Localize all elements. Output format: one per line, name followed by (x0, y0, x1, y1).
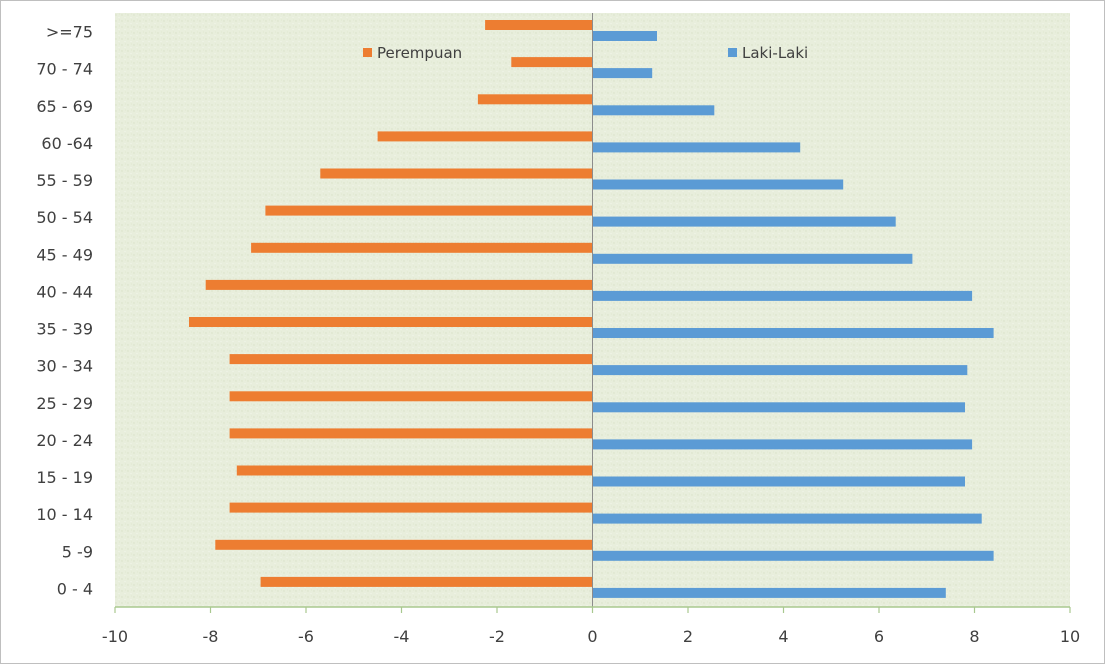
bar-laki-laki-8 (592, 290, 973, 301)
legend-label-laki-laki: Laki-Laki (742, 44, 808, 62)
y-tick-label: 20 - 24 (36, 431, 93, 450)
bar-perempuan-9 (251, 242, 593, 253)
bar-perempuan-5 (229, 391, 593, 402)
y-tick-label: 60 -64 (41, 134, 93, 153)
bar-perempuan-2 (229, 502, 593, 513)
y-tick-label: 25 - 29 (36, 394, 93, 413)
x-tick-label: -10 (102, 627, 128, 646)
legend-label-perempuan: Perempuan (377, 44, 462, 62)
bar-perempuan-11 (320, 168, 593, 179)
x-tick-label: 2 (683, 627, 693, 646)
x-tick-label: -8 (203, 627, 219, 646)
bar-laki-laki-0 (592, 587, 946, 598)
x-tick-label: 4 (778, 627, 788, 646)
y-tick-label: 65 - 69 (36, 97, 93, 116)
y-tick-label: 30 - 34 (36, 357, 93, 376)
bar-perempuan-6 (229, 354, 593, 365)
y-tick-label: 0 - 4 (57, 579, 93, 598)
y-tick-label: >=75 (46, 23, 93, 42)
y-tick-label: 40 - 44 (36, 282, 93, 301)
bar-perempuan-4 (229, 428, 593, 439)
x-tick-label: 8 (969, 627, 979, 646)
bar-perempuan-12 (377, 131, 593, 142)
bar-laki-laki-5 (592, 402, 965, 413)
bar-perempuan-13 (477, 94, 593, 105)
y-tick-label: 55 - 59 (36, 171, 93, 190)
bar-laki-laki-4 (592, 439, 973, 450)
bar-laki-laki-9 (592, 253, 913, 264)
bar-laki-laki-15 (592, 31, 657, 41)
bar-laki-laki-11 (592, 179, 844, 190)
bar-laki-laki-12 (592, 142, 801, 153)
legend-swatch-perempuan (363, 48, 372, 57)
bar-laki-laki-14 (592, 68, 653, 79)
bar-laki-laki-7 (592, 328, 994, 338)
bar-laki-laki-13 (592, 105, 715, 116)
y-tick-label: 45 - 49 (36, 245, 93, 264)
y-tick-label: 5 -9 (62, 542, 93, 561)
y-tick-label: 50 - 54 (36, 208, 93, 227)
x-tick-label: 6 (874, 627, 884, 646)
bar-perempuan-0 (260, 576, 593, 587)
bar-laki-laki-6 (592, 365, 968, 376)
x-tick-label: -6 (298, 627, 314, 646)
bar-perempuan-15 (485, 20, 593, 30)
legend-swatch-laki-laki (728, 48, 737, 57)
bar-laki-laki-1 (592, 550, 994, 561)
y-tick-label: 10 - 14 (36, 505, 93, 524)
bar-perempuan-1 (215, 539, 593, 550)
bar-perempuan-7 (189, 317, 593, 327)
x-tick-label: -4 (394, 627, 410, 646)
x-tick-label: -2 (489, 627, 505, 646)
bar-laki-laki-3 (592, 476, 965, 487)
y-tick-label: 15 - 19 (36, 468, 93, 487)
bar-perempuan-3 (236, 465, 593, 476)
y-tick-label: 70 - 74 (36, 60, 93, 79)
x-tick-label: 10 (1060, 627, 1080, 646)
bar-perempuan-14 (511, 57, 593, 68)
bar-laki-laki-10 (592, 216, 896, 227)
x-tick-label: 0 (587, 627, 597, 646)
y-tick-label: 35 - 39 (36, 320, 93, 339)
bar-perempuan-10 (265, 205, 593, 216)
bar-perempuan-8 (205, 279, 593, 290)
bar-laki-laki-2 (592, 513, 982, 524)
